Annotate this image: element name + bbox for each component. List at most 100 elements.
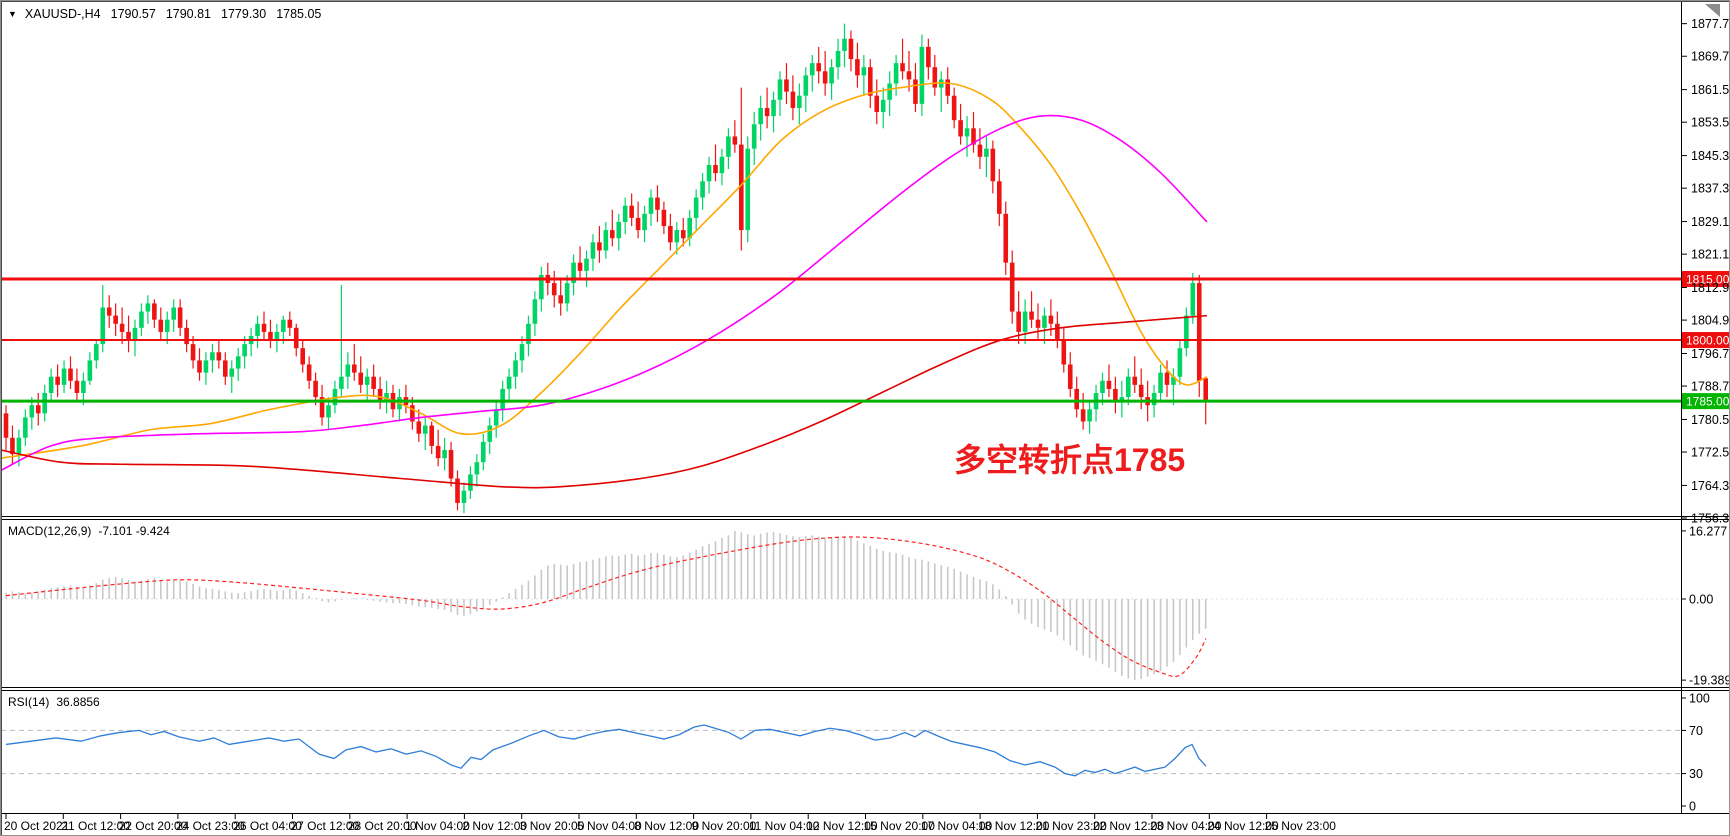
chart-title: ▼ XAUUSD-,H4 1790.57 1790.81 1779.30 178… [8, 7, 321, 21]
time-tick-label: 28 Oct 20:00 [348, 819, 417, 833]
macd-indicator-label: MACD(12,26,9) -7.101 -9.424 [8, 524, 170, 538]
candle-bearish [35, 405, 41, 414]
candle-bearish [313, 380, 318, 398]
price-tick-label: 1821.10 [1691, 248, 1730, 262]
candle-bullish [706, 164, 712, 182]
candle-bearish [371, 376, 376, 389]
time-tick-label: 2 Nov 12:00 [462, 819, 527, 833]
candle-bearish [216, 352, 222, 361]
candle-bearish [416, 421, 422, 434]
price-tick-label: 1788.70 [1691, 380, 1730, 394]
candle-bullish [984, 148, 989, 157]
candle-bullish [164, 319, 170, 332]
price-level-badge [1682, 393, 1729, 410]
candle-bearish [261, 323, 267, 332]
price-level-badge-label: 1815.00 [1686, 272, 1730, 286]
price-tick-label: 1837.30 [1691, 182, 1730, 196]
candle-bearish [790, 91, 796, 108]
candle-bullish [687, 217, 692, 239]
candle-bullish [726, 136, 731, 157]
candle-bullish [506, 376, 512, 389]
candle-bearish [816, 63, 821, 72]
candle-bearish [977, 144, 983, 157]
candle-bearish [764, 107, 770, 117]
candle-bearish [971, 128, 976, 145]
macd-name: MACD(12,26,9) [8, 524, 92, 538]
candle-bullish [1119, 397, 1125, 402]
candle-bearish [610, 230, 615, 239]
chart-shift-marker-icon[interactable] [1705, 4, 1720, 17]
candle-bullish [842, 38, 847, 51]
candle-bullish [719, 156, 725, 174]
candle-bullish [887, 83, 892, 100]
ohlc-close: 1785.05 [276, 7, 322, 21]
time-tick-label: 24 Nov 12:00 [1207, 819, 1279, 833]
candle-bearish [732, 136, 738, 145]
time-tick-label: 23 Nov 04:00 [1150, 819, 1222, 833]
candle-bearish [74, 380, 80, 393]
candle-bullish [500, 388, 505, 410]
candle-bullish [674, 230, 680, 243]
candle-bullish [1184, 315, 1189, 349]
candle-bullish [526, 323, 531, 345]
candle-bearish [629, 205, 634, 218]
candle-bearish [3, 413, 9, 438]
candle-bullish [61, 368, 67, 385]
candle-bullish [829, 67, 834, 84]
candle-bullish [861, 67, 867, 76]
rsi-value: 36.8856 [56, 695, 100, 709]
time-tick-label: 20 Oct 2021 [4, 819, 70, 833]
candle-bullish [493, 409, 499, 426]
price-level-badge-label: 1785.00 [1686, 395, 1730, 409]
time-tick-label: 17 Nov 04:00 [921, 819, 993, 833]
candle-bullish [242, 344, 247, 357]
rsi-name: RSI(14) [8, 695, 50, 709]
candle-bearish [287, 319, 293, 328]
candle-bullish [235, 356, 241, 369]
candle-bearish [1048, 315, 1054, 324]
price-tick-label: 1861.50 [1691, 83, 1730, 97]
candle-bullish [1190, 283, 1196, 316]
candle-bearish [661, 209, 667, 227]
candle-bearish [319, 397, 325, 418]
price-level-badge-label: 1800.00 [1686, 334, 1730, 348]
time-tick-label: 21 Oct 12:00 [61, 819, 130, 833]
candle-bullish [700, 181, 705, 198]
candle-bearish [1113, 388, 1118, 402]
price-tick-label: 1829.10 [1691, 215, 1730, 229]
candle-bullish [229, 368, 235, 377]
candle-bearish [358, 372, 364, 385]
price-tick-label: 1756.30 [1691, 512, 1730, 526]
candle-bearish [184, 327, 189, 345]
macd-values: -7.101 -9.424 [98, 524, 170, 538]
candle-bullish [603, 230, 609, 251]
candle-bearish [223, 360, 228, 377]
ohlc-low: 1779.30 [221, 7, 267, 21]
candle-bullish [481, 441, 486, 463]
candle-bullish [274, 331, 280, 341]
candle-bearish [635, 217, 641, 231]
candle-bearish [1203, 378, 1208, 401]
candle-bullish [132, 327, 138, 341]
candle-bullish [642, 213, 647, 231]
candle-bullish [87, 360, 93, 381]
candle-bullish [42, 392, 47, 414]
candle-bearish [558, 295, 563, 304]
candle-bullish [81, 380, 86, 393]
candle-bullish [487, 425, 493, 442]
candle-bullish [94, 344, 99, 361]
candle-bullish [539, 274, 544, 300]
candle-bearish [1196, 283, 1202, 381]
symbol-dropdown-icon[interactable]: ▼ [8, 9, 17, 19]
annotation-text[interactable]: 多空转折点1785 [954, 442, 1186, 478]
candle-bearish [990, 148, 996, 182]
candle-bearish [448, 449, 454, 479]
rsi-axis-label: 0 [1689, 800, 1696, 814]
candle-bearish [551, 283, 557, 296]
candle-bullish [139, 311, 144, 328]
candle-bearish [855, 59, 860, 76]
candle-bearish [997, 181, 1002, 214]
candle-bearish [1074, 388, 1079, 410]
